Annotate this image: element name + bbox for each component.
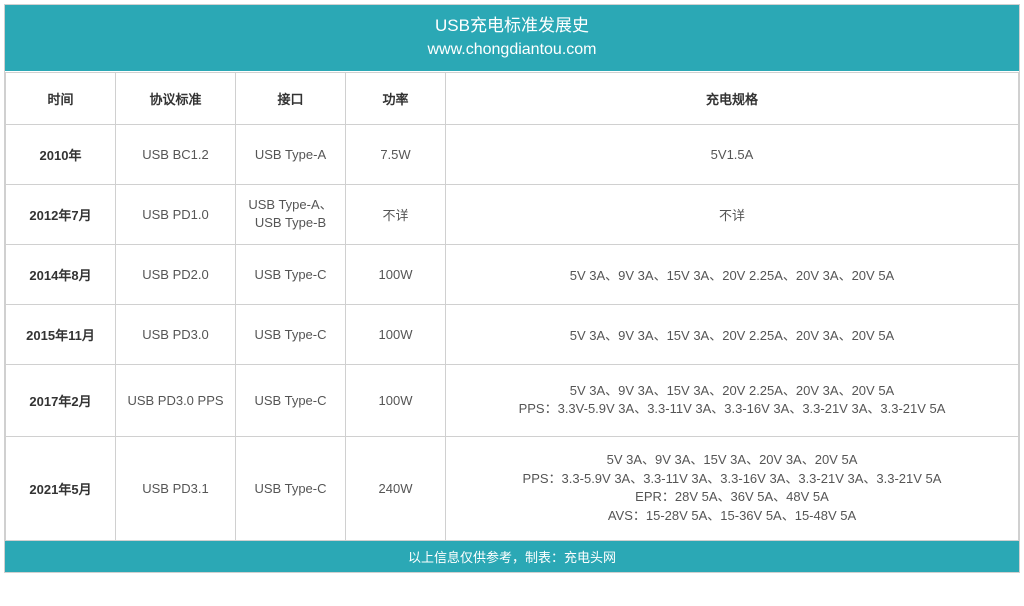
cell-power: 100W [346, 244, 446, 304]
table-row: 2012年7月 USB PD1.0 USB Type-A、USB Type-B … [6, 184, 1019, 244]
usb-history-table: USB充电标准发展史 www.chongdiantou.com 时间 协议标准 … [4, 4, 1020, 573]
cell-spec: 5V1.5A [446, 124, 1019, 184]
table-head-row: 时间 协议标准 接口 功率 充电规格 [6, 72, 1019, 124]
table-header: USB充电标准发展史 www.chongdiantou.com [5, 5, 1019, 72]
table-row: 2014年8月 USB PD2.0 USB Type-C 100W 5V 3A、… [6, 244, 1019, 304]
cell-spec: 5V 3A、9V 3A、15V 3A、20V 3A、20V 5APPS：3.3-… [446, 436, 1019, 540]
cell-interface: USB Type-C [236, 304, 346, 364]
cell-interface: USB Type-C [236, 436, 346, 540]
table-row: 2010年 USB BC1.2 USB Type-A 7.5W 5V1.5A [6, 124, 1019, 184]
data-table: 时间 协议标准 接口 功率 充电规格 2010年 USB BC1.2 USB T… [5, 72, 1019, 541]
col-protocol: 协议标准 [116, 72, 236, 124]
cell-protocol: USB BC1.2 [116, 124, 236, 184]
table-subtitle: www.chongdiantou.com [5, 39, 1019, 61]
table-row: 2015年11月 USB PD3.0 USB Type-C 100W 5V 3A… [6, 304, 1019, 364]
cell-interface: USB Type-C [236, 364, 346, 436]
cell-protocol: USB PD3.1 [116, 436, 236, 540]
cell-spec: 5V 3A、9V 3A、15V 3A、20V 2.25A、20V 3A、20V … [446, 364, 1019, 436]
cell-interface: USB Type-A、USB Type-B [236, 184, 346, 244]
cell-protocol: USB PD2.0 [116, 244, 236, 304]
table-row: 2021年5月 USB PD3.1 USB Type-C 240W 5V 3A、… [6, 436, 1019, 540]
cell-power: 不详 [346, 184, 446, 244]
cell-protocol: USB PD3.0 [116, 304, 236, 364]
col-time: 时间 [6, 72, 116, 124]
col-power: 功率 [346, 72, 446, 124]
cell-protocol: USB PD1.0 [116, 184, 236, 244]
cell-spec: 5V 3A、9V 3A、15V 3A、20V 2.25A、20V 3A、20V … [446, 304, 1019, 364]
cell-spec: 不详 [446, 184, 1019, 244]
cell-power: 240W [346, 436, 446, 540]
cell-time: 2010年 [6, 124, 116, 184]
cell-power: 100W [346, 304, 446, 364]
cell-interface: USB Type-A [236, 124, 346, 184]
cell-time: 2017年2月 [6, 364, 116, 436]
cell-time: 2012年7月 [6, 184, 116, 244]
cell-time: 2021年5月 [6, 436, 116, 540]
cell-power: 100W [346, 364, 446, 436]
cell-interface: USB Type-C [236, 244, 346, 304]
cell-protocol: USB PD3.0 PPS [116, 364, 236, 436]
cell-time: 2015年11月 [6, 304, 116, 364]
table-footer: 以上信息仅供参考，制表：充电头网 [5, 541, 1019, 572]
cell-power: 7.5W [346, 124, 446, 184]
col-spec: 充电规格 [446, 72, 1019, 124]
cell-spec: 5V 3A、9V 3A、15V 3A、20V 2.25A、20V 3A、20V … [446, 244, 1019, 304]
cell-time: 2014年8月 [6, 244, 116, 304]
table-row: 2017年2月 USB PD3.0 PPS USB Type-C 100W 5V… [6, 364, 1019, 436]
col-interface: 接口 [236, 72, 346, 124]
table-title: USB充电标准发展史 [5, 13, 1019, 39]
